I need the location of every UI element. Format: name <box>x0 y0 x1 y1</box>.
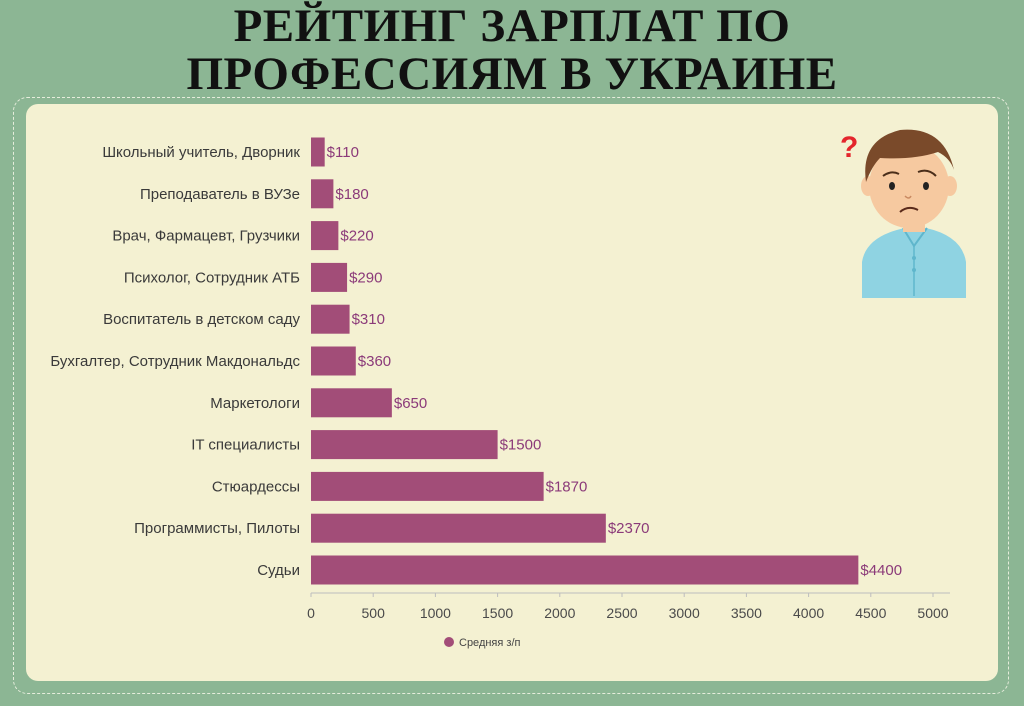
bars-layer: Школьный учитель, Дворник $110 Преподавате… <box>50 137 902 585</box>
bar <box>311 555 859 585</box>
title-line-2: ПРОФЕССИЯМ В УКРАИНЕ <box>186 48 838 100</box>
shirt-button <box>912 256 916 260</box>
data-label: $2370 <box>608 520 650 537</box>
bar <box>311 262 348 292</box>
bar <box>311 221 339 251</box>
right-eyebrow <box>917 169 937 177</box>
right-eye <box>923 182 929 190</box>
left-eyebrow <box>882 171 900 177</box>
bar <box>311 471 544 501</box>
mouth <box>899 206 919 213</box>
x-tick-label: 1000 <box>420 605 451 621</box>
category-label: Бухгалтер, Сотрудник Макдональдс <box>50 353 300 370</box>
data-label: $310 <box>352 311 385 328</box>
category-label: Стюардессы <box>212 478 300 495</box>
nose <box>904 195 912 199</box>
question-mark: ? <box>840 131 858 164</box>
category-label: Врач, Фармацевт, Грузчики <box>112 228 300 245</box>
x-tick-label: 2500 <box>606 605 637 621</box>
x-tick-label: 2000 <box>544 605 575 621</box>
data-label: $650 <box>394 395 427 412</box>
bar <box>311 137 325 167</box>
category-label: Психолог, Сотрудник АТБ <box>124 269 300 286</box>
category-label: Программисты, Пилоты <box>134 520 300 537</box>
bar <box>311 513 606 543</box>
bar <box>311 304 350 334</box>
category-label: Воспитатель в детском саду <box>103 311 300 328</box>
data-label: $1870 <box>546 478 588 495</box>
category-label: Преподаватель в ВУЗе <box>140 186 300 203</box>
shirt-button <box>912 268 916 272</box>
title-line-1: РЕЙТИНГ ЗАРПЛАТ ПО <box>233 0 791 52</box>
legend: Средняя з/п <box>444 637 520 649</box>
x-tick-label: 1500 <box>482 605 513 621</box>
category-label: Маркетологи <box>210 395 300 412</box>
legend-swatch <box>444 637 454 647</box>
data-label: $4400 <box>860 562 902 579</box>
x-tick-label: 0 <box>307 605 315 621</box>
chart-panel <box>26 104 998 681</box>
x-tick-label: 500 <box>362 605 386 621</box>
bar <box>311 179 334 209</box>
x-tick-label: 4000 <box>793 605 824 621</box>
bar <box>311 430 498 460</box>
category-label: Школьный учитель, Дворник <box>102 144 300 161</box>
page-title: РЕЙТИНГ ЗАРПЛАТ ПО ПРОФЕССИЯМ В УКРАИНЕ <box>0 0 1024 98</box>
category-label: Судьи <box>257 562 300 579</box>
category-label: IT специалисты <box>191 437 300 454</box>
data-label: $1500 <box>500 437 542 454</box>
data-label: $180 <box>335 186 368 203</box>
confused-man-icon: ? <box>840 129 966 298</box>
data-label: $290 <box>349 269 382 286</box>
x-axis: 0 500 1000 1500 2000 2500 3000 3500 4000 4500 5000 <box>307 592 950 621</box>
data-label: $110 <box>327 144 359 161</box>
x-tick-label: 3000 <box>669 605 700 621</box>
data-label: $360 <box>358 353 391 370</box>
x-tick-label: 5000 <box>917 605 948 621</box>
dashed-frame <box>13 97 1009 694</box>
bar <box>311 388 392 418</box>
hair-shape <box>865 129 954 182</box>
left-eye <box>889 182 895 190</box>
x-tick-label: 3500 <box>731 605 762 621</box>
x-tick-label: 4500 <box>855 605 886 621</box>
data-label: $220 <box>340 228 373 245</box>
bar <box>311 346 356 376</box>
legend-label: Средняя з/п <box>459 637 520 649</box>
face-shape <box>869 144 949 228</box>
